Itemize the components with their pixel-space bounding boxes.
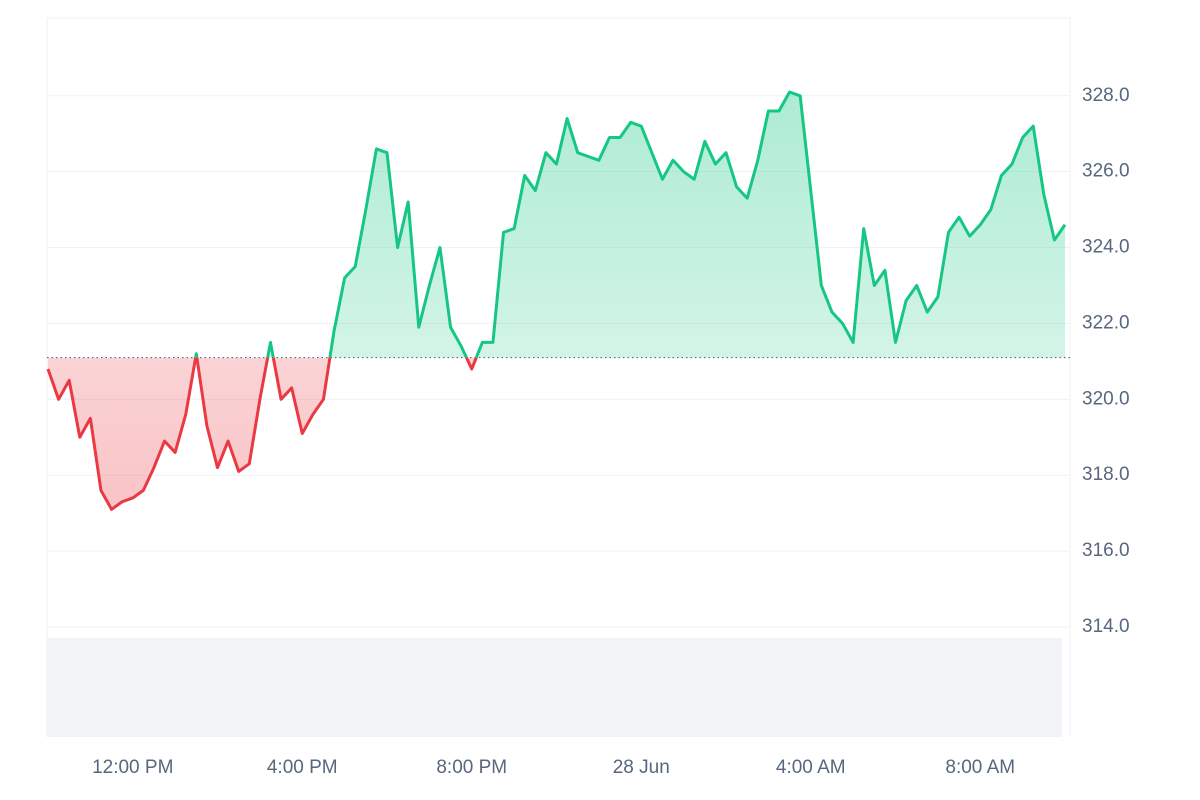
y-tick-label: 314.0 xyxy=(1082,616,1130,637)
area-fill-down xyxy=(48,357,477,510)
x-tick-label: 4:00 AM xyxy=(776,757,846,778)
price-line-up xyxy=(194,90,1067,358)
x-tick-label: 8:00 AM xyxy=(945,757,1015,778)
y-tick-label: 320.0 xyxy=(1082,388,1130,409)
volume-band xyxy=(47,638,1062,737)
y-tick-label: 326.0 xyxy=(1082,161,1130,182)
price-line-down xyxy=(46,357,478,511)
x-tick-label: 28 Jun xyxy=(613,757,670,778)
y-tick-label: 324.0 xyxy=(1082,237,1130,258)
y-tick-label: 328.0 xyxy=(1082,85,1130,106)
x-tick-label: 8:00 PM xyxy=(436,757,507,778)
y-tick-label: 322.0 xyxy=(1082,312,1130,333)
x-tick-label: 12:00 PM xyxy=(92,757,173,778)
y-tick-label: 318.0 xyxy=(1082,464,1130,485)
y-tick-label: 316.0 xyxy=(1082,540,1130,561)
x-tick-label: 4:00 PM xyxy=(267,757,338,778)
area-fill-up xyxy=(48,91,1065,358)
